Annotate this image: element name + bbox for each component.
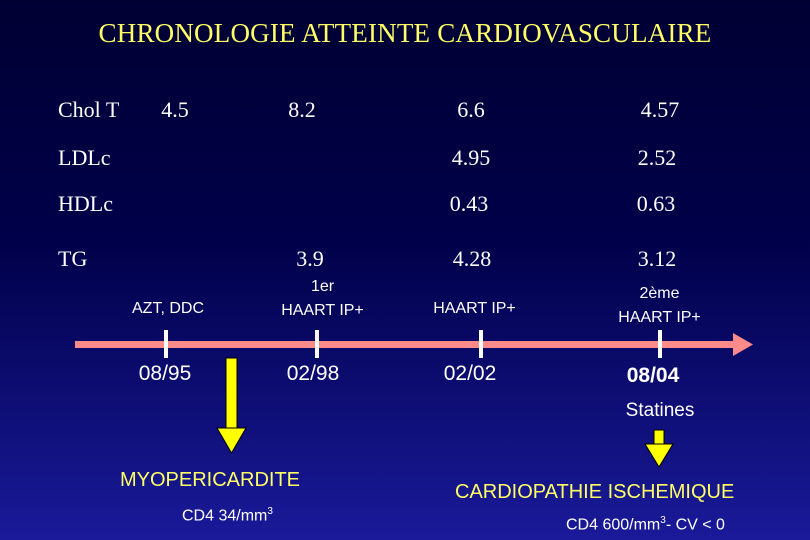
ldlc-value-4: 2.52 — [637, 145, 677, 170]
treatment-azt-ddc: AZT, DDC — [132, 300, 204, 317]
event-myopericardite-cd4: CD4 34/mm3 — [182, 506, 273, 525]
timeline-arrowhead — [733, 333, 753, 356]
chol-t-value-3: 6.6 — [457, 97, 485, 122]
tg-value-4: 3.12 — [637, 246, 677, 271]
event-cardiopathie-ischemique: CARDIOPATHIE ISCHEMIQUE — [455, 481, 735, 503]
chol-t-value-2: 8.2 — [288, 97, 316, 122]
tg-value-2: 3.9 — [296, 246, 324, 271]
slide-title: CHRONOLOGIE ATTEINTE CARDIOVASCULAIRE — [98, 18, 712, 48]
event-arrowhead-2 — [644, 443, 674, 468]
statines-label: Statines — [625, 400, 695, 421]
event-arrowhead-1 — [216, 427, 247, 454]
hdlc-value-4: 0.63 — [636, 191, 676, 216]
treatment-2eme-haart-line2: HAART IP+ — [618, 309, 701, 326]
tick-02-98 — [315, 330, 319, 358]
event-myopericardite: MYOPERICARDITE — [120, 469, 301, 491]
tick-08-95 — [164, 330, 168, 358]
row-label-chol-t: Chol T — [58, 97, 120, 122]
chol-t-value-1: 4.5 — [161, 97, 189, 122]
treatment-1er-haart-line2: HAART IP+ — [281, 302, 364, 319]
ldlc-value-3: 4.95 — [451, 145, 491, 170]
date-02-02: 02/02 — [443, 362, 497, 385]
tick-08-04 — [658, 330, 662, 358]
row-label-hdlc: HDLc — [58, 191, 113, 216]
chol-t-value-4: 4.57 — [640, 97, 680, 122]
hdlc-value-3: 0.43 — [449, 191, 489, 216]
tg-value-3: 4.28 — [452, 246, 492, 271]
date-02-98: 02/98 — [286, 362, 340, 385]
event-cardiopathie-cd4: CD4 600/mm3- CV < 0 — [566, 515, 725, 534]
treatment-haart-ip: HAART IP+ — [433, 300, 516, 317]
event-arrow-shaft-2 — [653, 429, 665, 445]
tick-02-02 — [479, 330, 483, 358]
date-08-95: 08/95 — [138, 362, 192, 385]
date-08-04: 08/04 — [626, 364, 680, 387]
treatment-2eme-haart-line1: 2ème — [639, 285, 680, 302]
row-label-tg: TG — [58, 246, 88, 271]
treatment-1er-haart-line1: 1er — [310, 278, 335, 295]
timeline-bar — [75, 341, 735, 348]
event-arrow-shaft-1 — [225, 357, 238, 429]
row-label-ldlc: LDLc — [58, 145, 111, 170]
